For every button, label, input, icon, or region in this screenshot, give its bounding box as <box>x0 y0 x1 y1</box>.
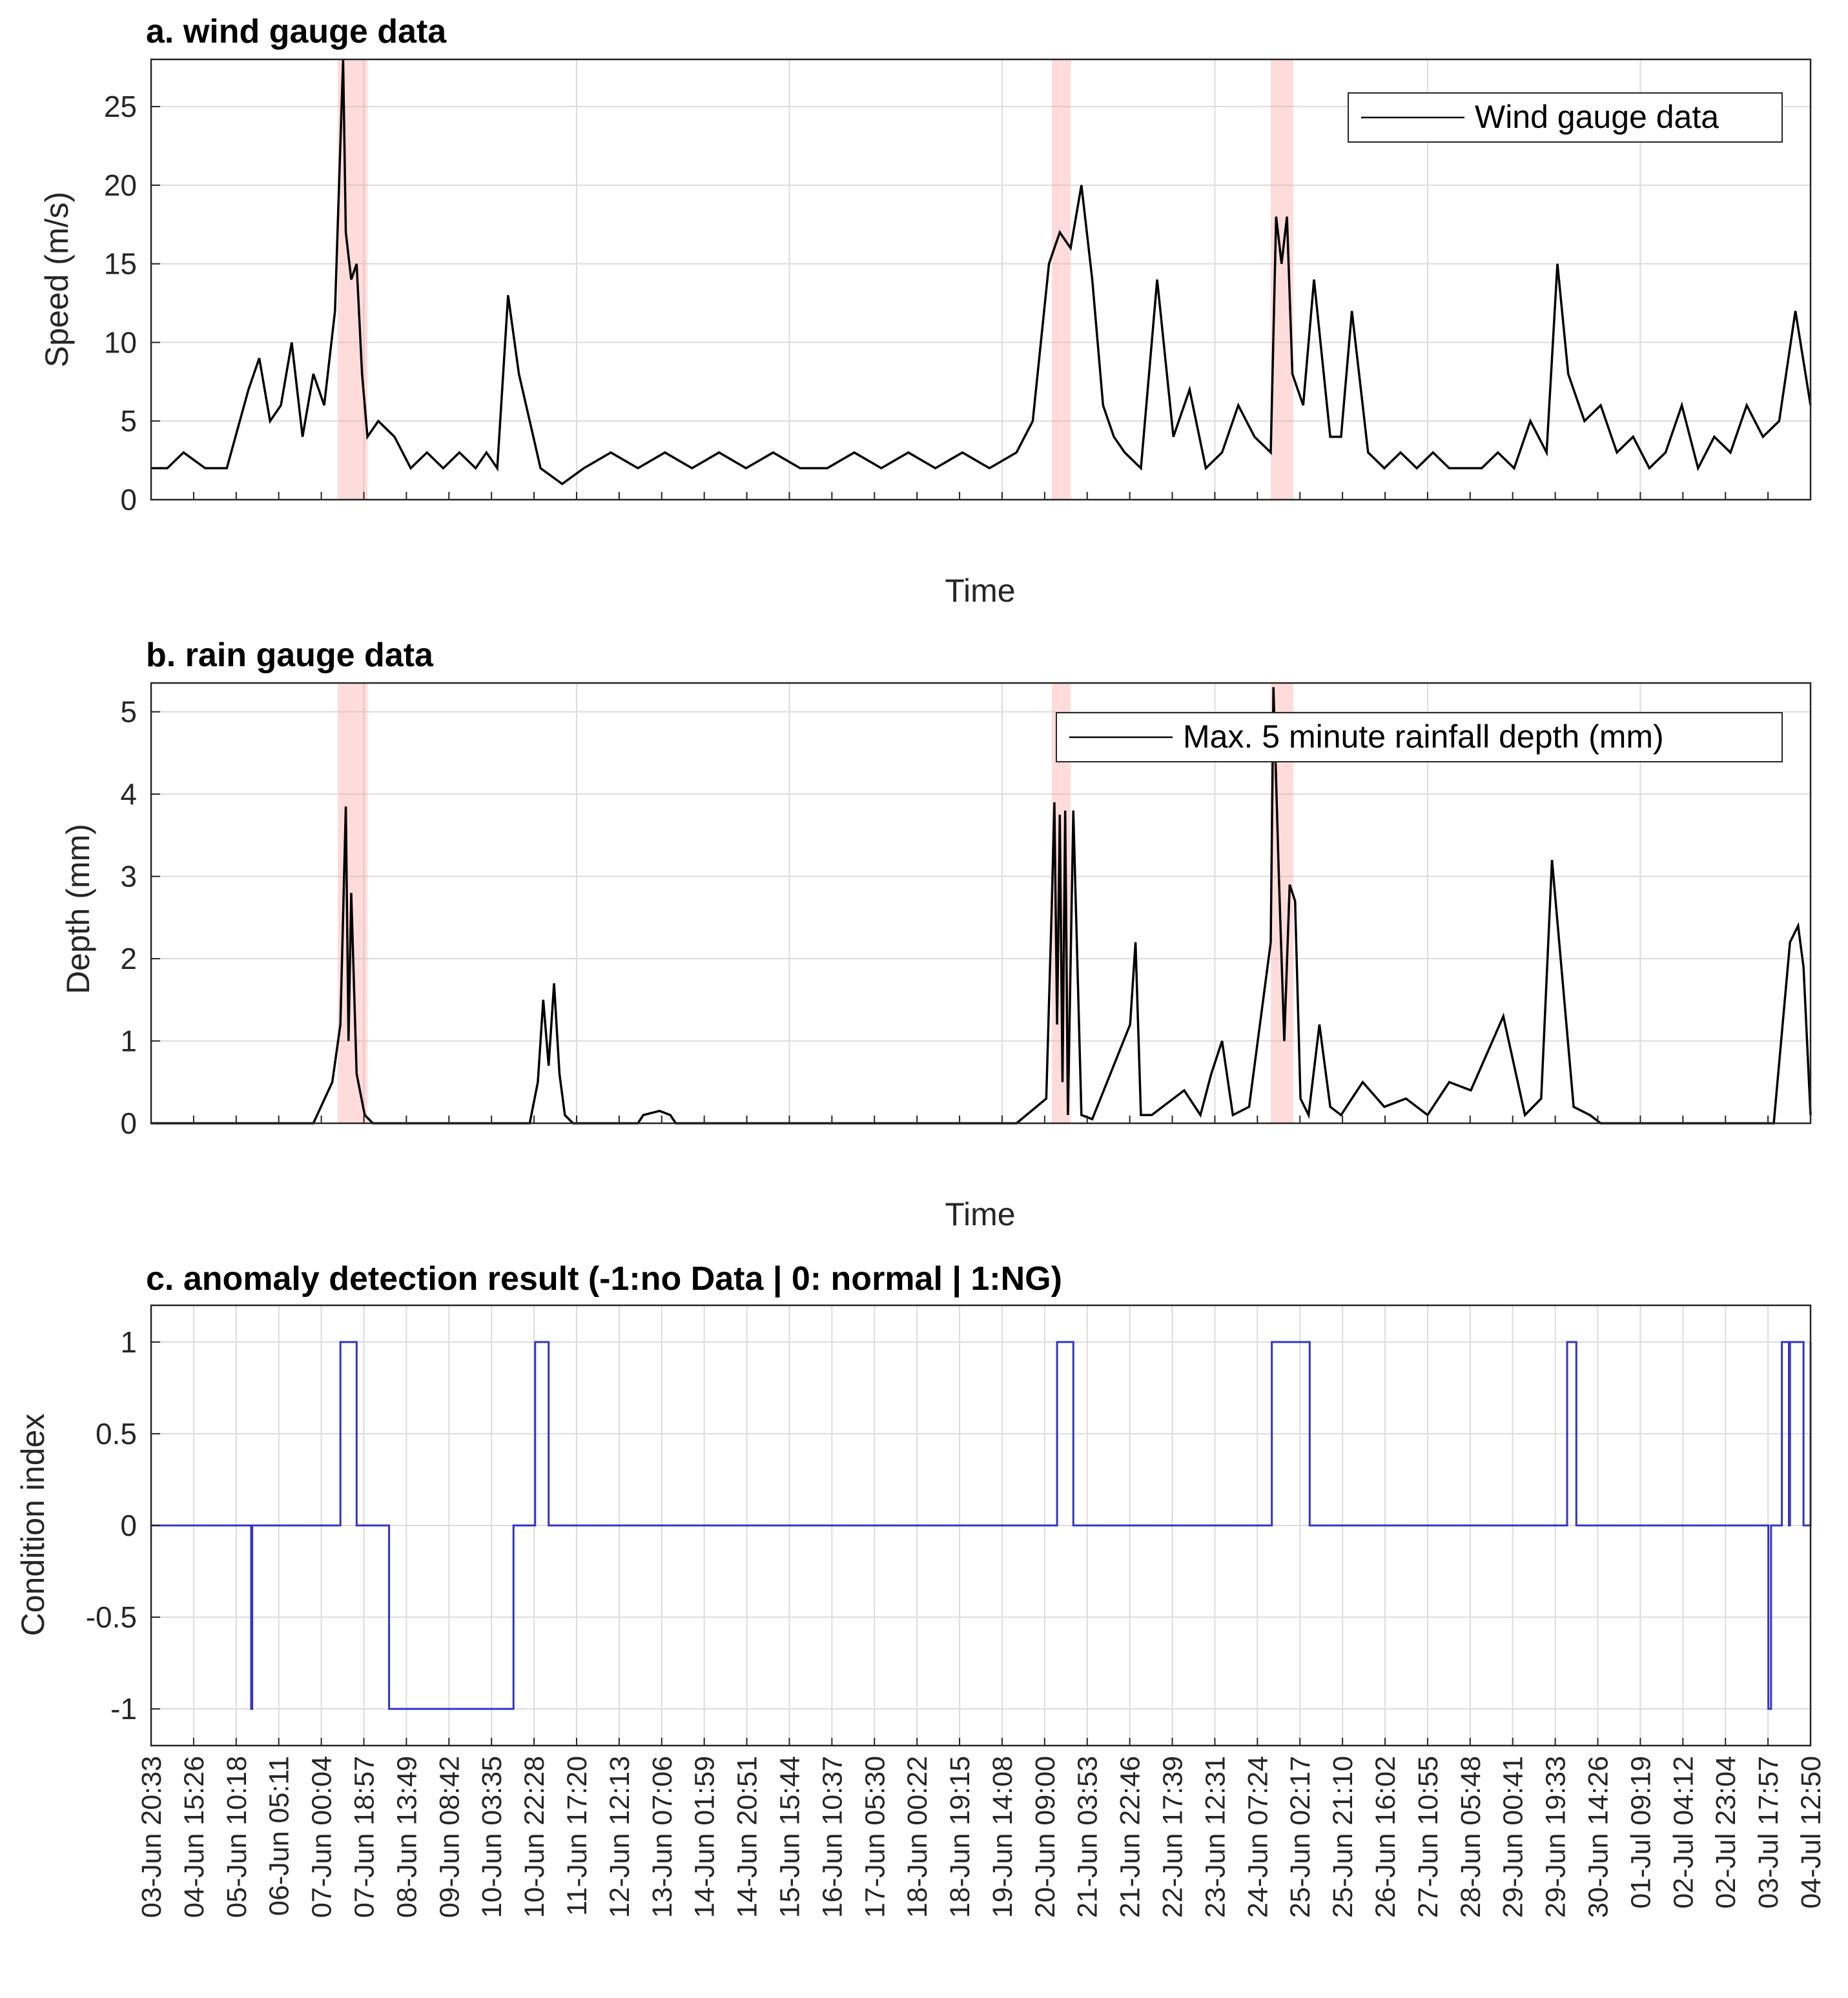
x-tick-label: 30-Jun 14:26 <box>1583 1756 1614 1918</box>
wind-title: a. wind gauge data <box>146 13 447 50</box>
x-tick-label: 15-Jun 15:44 <box>774 1756 805 1918</box>
x-tick-label: 10-Jun 22:28 <box>519 1756 550 1918</box>
anomaly-ytick-label: -1 <box>110 1692 137 1726</box>
x-tick-label: 04-Jun 15:26 <box>179 1756 210 1918</box>
panel-wind: 0 5 10 15 20 25 a. wind gauge data Speed (m/s… <box>39 13 1812 609</box>
x-tick-label: 05-Jun 10:18 <box>221 1756 252 1918</box>
rain-legend: Max. 5 minute rainfall depth (mm) <box>1056 712 1783 762</box>
wind-xlabel: Time <box>945 573 1015 609</box>
x-tick-label: 18-Jun 19:15 <box>945 1756 976 1918</box>
x-tick-label: 06-Jun 05:11 <box>264 1756 295 1916</box>
x-tick-label: 27-Jun 10:55 <box>1413 1756 1444 1918</box>
x-tick-label: 04-Jul 12:50 <box>1796 1756 1827 1909</box>
x-tick-label: 29-Jun 00:41 <box>1498 1756 1529 1918</box>
x-tick-label: 26-Jun 16:02 <box>1370 1756 1401 1918</box>
wind-ytick-label: 5 <box>120 404 137 438</box>
wind-legend-label: Wind gauge data <box>1475 99 1719 135</box>
anomaly-yticks: -1 -0.5 0 0.5 1 <box>86 1325 160 1726</box>
anomaly-ytick-label: 0 <box>120 1509 137 1542</box>
wind-ylabel: Speed (m/s) <box>39 192 75 367</box>
x-tick-label: 29-Jun 19:33 <box>1541 1756 1572 1918</box>
anomaly-ylabel: Condition index <box>15 1414 51 1636</box>
wind-series <box>151 59 1812 485</box>
x-tick-label: 22-Jun 17:39 <box>1158 1756 1189 1918</box>
rain-xlabel: Time <box>945 1196 1015 1232</box>
x-tick-label: 11-Jun 17:20 <box>562 1756 593 1916</box>
wind-highlight-bands <box>337 59 1294 500</box>
wind-ytick-label: 20 <box>104 168 137 202</box>
anomaly-series-line <box>151 1341 1812 1710</box>
x-tick-label: 10-Jun 03:35 <box>477 1756 508 1918</box>
x-tick-label: 16-Jun 10:37 <box>817 1756 848 1918</box>
x-tick-label: 25-Jun 02:17 <box>1285 1756 1316 1918</box>
rain-ytick-label: 1 <box>120 1024 137 1058</box>
rain-series <box>151 687 1812 1125</box>
x-tick-label: 08-Jun 13:49 <box>391 1756 422 1918</box>
x-tick-label: 01-Jul 09:19 <box>1625 1756 1656 1909</box>
rain-series-line <box>151 687 1812 1125</box>
anomaly-xticks: 03-Jun 20:33 04-Jun 15:26 05-Jun 10:18 06-J… <box>136 1738 1827 1918</box>
x-tick-label: 07-Jun 18:57 <box>349 1756 380 1918</box>
anomaly-series <box>151 1341 1812 1710</box>
x-tick-label: 09-Jun 08:42 <box>434 1756 465 1918</box>
x-tick-label: 25-Jun 21:10 <box>1328 1756 1359 1918</box>
wind-highlight-band <box>1051 59 1071 500</box>
rain-ytick-label: 2 <box>120 942 137 975</box>
x-tick-label: 23-Jun 12:31 <box>1200 1756 1231 1918</box>
wind-ytick-label: 10 <box>104 325 137 359</box>
wind-xticks <box>150 492 1811 500</box>
rain-ytick-label: 5 <box>120 695 137 729</box>
anomaly-ytick-label: 0.5 <box>96 1417 137 1451</box>
x-tick-label: 14-Jun 20:51 <box>732 1756 763 1918</box>
anomaly-ytick-label: -0.5 <box>86 1600 137 1634</box>
x-tick-label: 07-Jun 00:04 <box>307 1756 338 1918</box>
rain-yticks: 0 1 2 3 4 5 <box>120 695 160 1140</box>
x-tick-label: 12-Jun 12:13 <box>604 1756 635 1918</box>
x-tick-label: 03-Jun 20:33 <box>136 1756 167 1918</box>
x-tick-label: 03-Jul 17:57 <box>1753 1756 1784 1909</box>
wind-series-line <box>151 59 1812 485</box>
x-tick-label: 13-Jun 07:06 <box>647 1756 678 1918</box>
rain-ytick-label: 4 <box>120 777 137 811</box>
rain-legend-label: Max. 5 minute rainfall depth (mm) <box>1183 719 1664 755</box>
rain-xticks <box>150 1116 1811 1123</box>
rain-ytick-label: 0 <box>120 1106 137 1140</box>
wind-highlight-band <box>337 59 368 500</box>
x-tick-label: 21-Jun 03:53 <box>1073 1756 1104 1918</box>
wind-ytick-label: 0 <box>120 483 137 516</box>
anomaly-title: c. anomaly detection result (-1:no Data … <box>146 1260 1062 1298</box>
panel-anomaly: -1 -0.5 0 0.5 1 03-Jun 20:33 04-Jun 15:26 05-J… <box>15 1260 1827 1918</box>
x-tick-label: 18-Jun 00:22 <box>902 1756 933 1918</box>
wind-legend: Wind gauge data <box>1348 92 1783 143</box>
rain-ylabel: Depth (mm) <box>60 824 96 994</box>
wind-ytick-label: 15 <box>104 247 137 281</box>
x-tick-label: 28-Jun 05:48 <box>1455 1756 1486 1918</box>
x-tick-label: 19-Jun 14:08 <box>987 1756 1018 1918</box>
wind-ytick-label: 25 <box>104 90 137 123</box>
rain-legend-box <box>1056 712 1783 762</box>
rain-axes-box <box>150 682 1812 1125</box>
rain-ytick-label: 3 <box>120 860 137 893</box>
x-tick-label: 20-Jun 09:00 <box>1030 1756 1061 1918</box>
x-tick-label: 17-Jun 05:30 <box>859 1756 890 1918</box>
wind-yticks: 0 5 10 15 20 25 <box>104 90 160 516</box>
rain-title: b. rain gauge data <box>146 637 434 674</box>
x-tick-label: 14-Jun 01:59 <box>690 1756 721 1918</box>
x-tick-label: 24-Jun 07:24 <box>1242 1756 1273 1918</box>
x-tick-label: 02-Jul 04:12 <box>1668 1756 1699 1909</box>
wind-axes-box <box>150 58 1812 501</box>
anomaly-ytick-label: 1 <box>120 1325 137 1359</box>
panel-rain: 0 1 2 3 4 5 b. rain gauge data Depth (mm) Tim… <box>60 637 1812 1232</box>
x-tick-label: 02-Jul 23:04 <box>1710 1756 1741 1909</box>
x-tick-label: 21-Jun 22:46 <box>1115 1756 1146 1918</box>
